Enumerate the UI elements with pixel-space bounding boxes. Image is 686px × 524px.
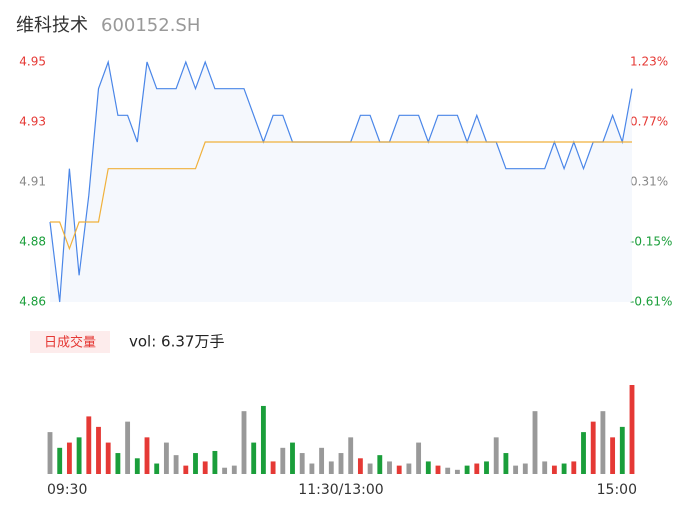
x-tick-label: 09:30 [47,482,87,498]
volume-bar [66,442,72,474]
volume-bar [47,432,53,474]
volume-bar [328,461,334,474]
y-tick-label: 4.91 [19,175,46,189]
volume-bar [619,426,625,474]
volume-bar [76,437,82,474]
volume-bar [425,461,431,474]
volume-bar [571,461,577,474]
volume-bar [551,465,557,474]
volume-bar [125,421,131,474]
y2-tick-label: 1.23% [630,55,668,69]
y2-tick-label: -0.15% [630,235,672,249]
volume-bar [183,465,189,474]
volume-bar [474,463,480,474]
y-tick-label: 4.93 [19,115,46,129]
volume-bar [290,442,295,474]
stock-code: 600152.SH [101,15,200,36]
volume-bar [309,463,315,474]
volume-bar [581,432,586,474]
volume-bar [513,465,519,474]
legend: 日成交量 [44,335,96,351]
y-tick-label: 4.95 [19,55,46,69]
volume-bar [319,447,325,474]
volume-bar [396,465,402,474]
volume-bar [367,463,373,474]
volume-bar [231,465,237,474]
volume-bar [251,442,257,474]
volume-bar [260,405,266,474]
volume-label: vol: 6.37万手 [129,333,224,351]
y2-tick-label: 0.31% [630,175,668,189]
volume-bar [590,421,596,474]
x-tick-label: 15:00 [597,482,637,498]
volume-bar [610,437,616,474]
volume-bar [57,447,63,474]
volume-bar [338,453,344,474]
volume-bar [163,442,169,474]
legend-bg [30,331,110,353]
volume-bar [629,385,635,474]
volume-bar [280,447,286,474]
volume-bar [202,461,208,474]
volume-bar [377,455,383,474]
volume-bar [193,453,198,474]
volume-bar [222,467,228,474]
avg-line [50,141,632,251]
volume-bar [154,463,160,474]
y-tick-label: 4.86 [19,295,46,309]
y2-tick-label: -0.61% [630,295,672,309]
volume-bar [387,461,392,474]
volume-bar [96,426,101,474]
volume-bar [173,455,179,474]
stock-name: 维科技术 [16,15,88,36]
volume-bar [105,442,111,474]
x-tick-label: 11:30/13:00 [298,482,383,498]
volume-bar [435,465,441,474]
y-tick-label: 4.88 [19,235,46,249]
volume-bar [484,461,489,474]
volume-bar [134,458,140,474]
volume-bar [406,463,412,474]
price-area [50,62,632,302]
volume-bar [115,453,121,474]
volume-bar [532,411,538,474]
volume-bar [522,463,528,474]
volume-bar [493,437,499,474]
volume-bar [416,442,422,474]
volume-bar [144,437,150,474]
y2-tick-label: 0.77% [630,115,668,129]
volume-bar [86,416,92,474]
volume-bar [561,463,567,474]
volume-bar [357,458,363,474]
volume-bar [299,453,305,474]
volume-bar [600,411,606,474]
volume-bar [270,461,276,474]
volume-bar [212,450,218,474]
volume-bar [454,469,460,474]
volume-bar [542,461,548,474]
volume-bar [464,465,470,474]
volume-bar [503,453,509,474]
volume-bar [241,411,247,474]
volume-bar [348,437,354,474]
volume-bar [445,467,451,474]
